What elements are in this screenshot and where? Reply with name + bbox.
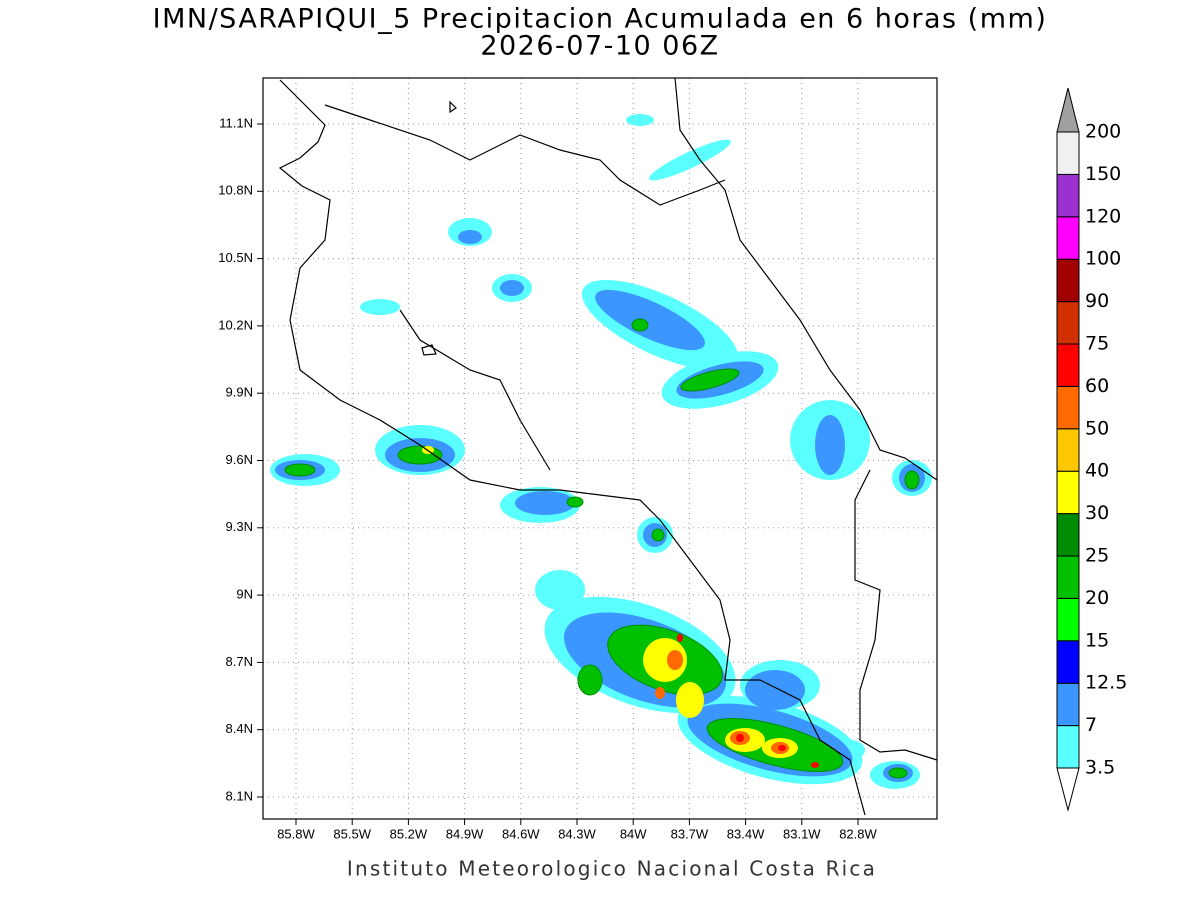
colorbar-label: 90 [1085, 290, 1109, 312]
lon-tick-label: 84.9W [446, 826, 484, 841]
colorbar-label: 3.5 [1085, 757, 1115, 779]
footer: Instituto Meteorologico Nacional Costa R… [347, 857, 877, 881]
colorbar-swatch [1056, 428, 1080, 472]
colorbar-over [1056, 87, 1080, 133]
map-frame [262, 77, 938, 820]
colorbar-label: 100 [1085, 248, 1121, 270]
lon-tick-label: 85.2W [390, 826, 428, 841]
colorbar: 3.5 7 12.5 15 20 25 30 40 50 60 75 90 100 120 150 200 [1056, 87, 1127, 812]
lat-tick-label: 9.3N [226, 519, 253, 534]
lon-tick-label: 83.1W [783, 826, 821, 841]
lat-tick-label: 10.2N [218, 317, 253, 332]
colorbar-label: 50 [1085, 417, 1109, 439]
lon-tick-label: 83.4W [727, 826, 765, 841]
colorbar-swatch [1056, 513, 1080, 557]
lon-tick-label: 84.6W [502, 826, 540, 841]
lat-tick-label: 9N [236, 587, 253, 602]
colorbar-swatch [1056, 640, 1080, 684]
lat-tick-label: 11.1N [219, 115, 253, 130]
colorbar-label: 15 [1085, 629, 1109, 651]
colorbar-swatch [1056, 301, 1080, 345]
lon-tick-label: 84.3W [558, 826, 596, 841]
colorbar-label: 12.5 [1085, 672, 1127, 694]
colorbar-swatch [1056, 216, 1080, 260]
lat-tick-label: 10.5N [218, 250, 253, 265]
colorbar-swatch [1056, 258, 1080, 303]
colorbar-swatch [1056, 343, 1080, 387]
lon-tick-label: 82.8W [839, 826, 877, 841]
lat-tick-label: 9.9N [226, 385, 253, 400]
colorbar-swatch [1056, 131, 1080, 175]
colorbar-label: 30 [1085, 502, 1109, 524]
colorbar-swatch [1056, 682, 1080, 727]
lon-tick-label: 84W [620, 826, 647, 841]
colorbar-label: 120 [1085, 205, 1121, 227]
colorbar-label: 7 [1085, 714, 1097, 736]
coastline [278, 77, 938, 816]
colorbar-label: 75 [1085, 333, 1109, 355]
colorbar-label: 60 [1085, 375, 1109, 397]
lon-tick-label: 83.7W [671, 826, 709, 841]
colorbar-label: 200 [1085, 121, 1121, 143]
lat-tick-label: 10.8N [218, 183, 253, 198]
lat-tick-label: 8.1N [226, 788, 253, 803]
colorbar-label: 150 [1085, 163, 1121, 185]
subtitle: 2026-07-10 06Z [480, 31, 719, 62]
lat-tick-label: 9.6N [226, 452, 253, 467]
colorbar-swatch [1056, 597, 1080, 642]
precip-field [270, 114, 932, 789]
colorbar-swatch [1056, 173, 1080, 218]
colorbar-label: 20 [1085, 587, 1109, 609]
title: IMN/SARAPIQUI_5 Precipitacion Acumulada … [153, 4, 1048, 35]
colorbar-swatch [1056, 385, 1080, 430]
lon-tick-label: 85.5W [333, 826, 371, 841]
lat-tick-label: 8.4N [226, 721, 253, 736]
colorbar-swatch [1056, 555, 1080, 599]
colorbar-swatch [1056, 470, 1080, 515]
colorbar-swatch [1056, 725, 1080, 769]
lat-tick-label: 8.7N [226, 654, 253, 669]
colorbar-label: 40 [1085, 460, 1109, 482]
colorbar-under [1056, 767, 1080, 812]
lon-tick-label: 85.8W [277, 826, 315, 841]
colorbar-label: 25 [1085, 545, 1109, 567]
